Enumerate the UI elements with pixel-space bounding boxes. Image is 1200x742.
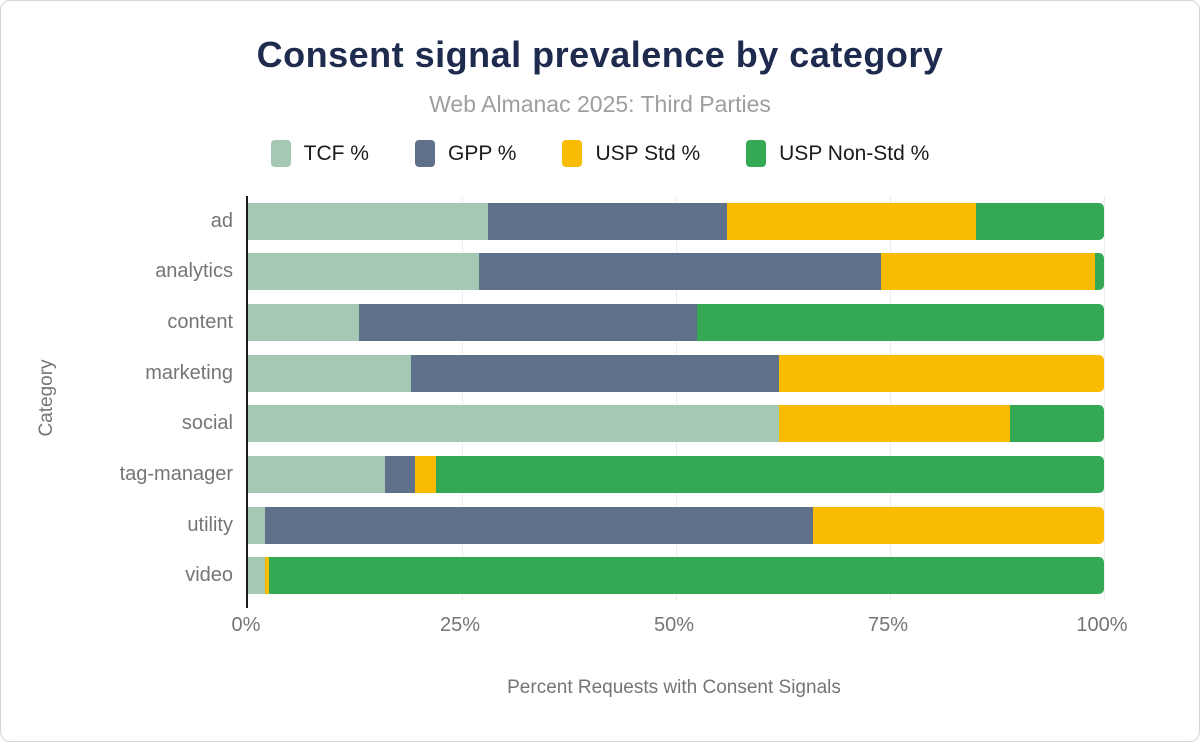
bar-segment	[248, 202, 488, 240]
bar-segment	[487, 202, 728, 240]
bar-row	[248, 297, 1104, 348]
bar-row	[248, 196, 1104, 247]
bar-segment	[248, 253, 480, 291]
stacked-bar	[248, 405, 1104, 443]
stacked-bar	[248, 304, 1104, 342]
bar-segment	[479, 253, 882, 291]
legend-swatch	[414, 140, 435, 167]
bar-segment	[1009, 405, 1104, 443]
bar-row	[248, 500, 1104, 551]
bar-segment	[248, 304, 360, 342]
x-tick-label: 50%	[653, 614, 695, 636]
x-tick-label: 0%	[231, 614, 261, 636]
category-label: utility	[187, 513, 233, 536]
bar-segment	[248, 506, 266, 544]
chart-subtitle: Web Almanac 2025: Third Parties	[429, 91, 771, 117]
bar-row	[248, 550, 1104, 601]
bar-row	[248, 247, 1104, 298]
chart-title: Consent signal prevalence by category	[256, 34, 944, 75]
x-tick-labels: 0% 25% 50% 75% 100%	[232, 614, 1128, 640]
bar-segment	[269, 557, 1104, 595]
bar-segment	[436, 455, 1104, 493]
gridline	[462, 196, 463, 601]
legend-label: USP Std %	[595, 141, 701, 165]
legend-label: TCF %	[303, 141, 369, 165]
stacked-bar	[248, 253, 1104, 291]
x-tick-label: 25%	[439, 614, 481, 636]
bar-segment	[727, 202, 976, 240]
gridline	[890, 196, 891, 601]
category-label: content	[167, 311, 233, 334]
bar-segment	[881, 253, 1096, 291]
bar-row	[248, 399, 1104, 450]
legend: TCF % GPP % USP Std % USP Non-Std %	[1, 140, 1199, 167]
x-tick-label: 75%	[867, 614, 909, 636]
category-label: video	[185, 564, 233, 587]
legend-swatch	[562, 140, 583, 167]
bar-segment	[248, 557, 266, 595]
stacked-bar	[248, 506, 1104, 544]
legend-label: USP Non-Std %	[779, 141, 930, 165]
bar-segment	[265, 557, 270, 595]
bar-segment	[248, 354, 411, 392]
stacked-bar	[248, 202, 1104, 240]
legend-item: TCF %	[270, 140, 369, 167]
legend-item: GPP %	[414, 140, 517, 167]
bar-segment	[384, 455, 415, 493]
legend-swatch	[270, 140, 291, 167]
bar-segment	[778, 354, 1104, 392]
bar-segment	[1095, 253, 1104, 291]
bar-row	[248, 348, 1104, 399]
bars	[248, 196, 1104, 601]
bar-segment	[248, 405, 779, 443]
bar-segment	[359, 304, 698, 342]
legend-item: USP Std %	[562, 140, 700, 167]
gridline	[676, 196, 677, 601]
category-label: tag-manager	[119, 462, 233, 485]
legend-swatch	[746, 140, 767, 167]
plot-area	[246, 196, 1105, 608]
stacked-bar	[248, 557, 1104, 595]
stacked-bar	[248, 455, 1104, 493]
bar-segment	[414, 455, 437, 493]
bar-segment	[265, 506, 813, 544]
bar-segment	[975, 202, 1104, 240]
x-axis-title: Percent Requests with Consent Signals	[507, 677, 841, 698]
stacked-bar	[248, 354, 1104, 392]
category-label: analytics	[155, 260, 233, 283]
category-label: social	[181, 412, 233, 435]
bar-segment	[812, 506, 1104, 544]
bar-segment	[410, 354, 779, 392]
zero-tick-mark	[246, 601, 248, 608]
x-tick-label: 100%	[1076, 614, 1128, 636]
category-labels: ad analytics content marketing social tag-man…	[1, 196, 233, 601]
gridline	[1104, 196, 1105, 601]
legend-label: GPP %	[447, 141, 517, 165]
category-label: marketing	[145, 361, 233, 384]
bar-row	[248, 449, 1104, 500]
bar-segment	[778, 405, 1010, 443]
bar-segment	[248, 455, 385, 493]
bar-segment	[697, 304, 1104, 342]
legend-item: USP Non-Std %	[746, 140, 929, 167]
category-label: ad	[210, 209, 233, 232]
